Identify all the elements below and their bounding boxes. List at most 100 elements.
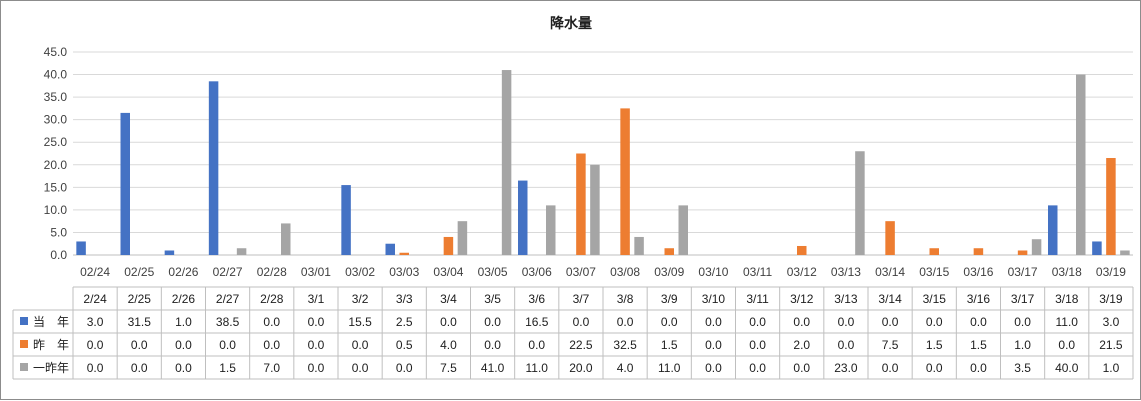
x-tick-label: 02/28 (257, 265, 287, 279)
table-header-cell: 3/6 (528, 292, 545, 306)
table-value-cell: 0.0 (705, 315, 722, 329)
table-value-cell: 0.0 (793, 361, 810, 375)
table-value-cell: 7.5 (440, 361, 457, 375)
table-value-cell: 0.0 (440, 315, 457, 329)
bar-series1 (1092, 241, 1102, 255)
table-value-cell: 0.0 (926, 315, 943, 329)
bar-series3 (236, 248, 247, 255)
table-value-cell: 1.5 (970, 338, 987, 352)
table-value-cell: 21.5 (1099, 338, 1123, 352)
bar-series2 (973, 248, 984, 255)
bar-series2 (1106, 158, 1116, 255)
table-header-cell: 3/12 (790, 292, 814, 306)
bar-series1 (208, 81, 219, 255)
table-header-cell: 3/4 (440, 292, 457, 306)
bar-series1 (1048, 205, 1058, 255)
table-value-cell: 0.0 (87, 361, 104, 375)
bar-series2 (443, 236, 454, 255)
table-header-cell: 3/16 (967, 292, 991, 306)
table-value-cell: 0.0 (308, 315, 325, 329)
table-value-cell: 0.0 (352, 338, 369, 352)
table-value-cell: 0.0 (484, 338, 501, 352)
table-value-cell: 3.0 (87, 315, 104, 329)
table-value-cell: 0.0 (705, 361, 722, 375)
table-value-cell: 11.0 (658, 361, 681, 375)
x-tick-label: 03/17 (1008, 265, 1038, 279)
bar-series2 (576, 153, 586, 255)
x-tick-label: 03/01 (301, 265, 331, 279)
bar-series2 (620, 108, 630, 255)
table-value-cell: 0.0 (705, 338, 722, 352)
y-tick-label: 0.0 (50, 248, 67, 262)
x-tick-label: 03/12 (787, 265, 817, 279)
y-tick-label: 10.0 (44, 203, 68, 217)
table-value-cell: 0.0 (352, 361, 369, 375)
table-header-cell: 3/9 (661, 292, 678, 306)
table-value-cell: 0.0 (263, 315, 280, 329)
table-header-cell: 3/3 (396, 292, 413, 306)
table-value-cell: 0.5 (396, 338, 413, 352)
x-tick-label: 03/11 (743, 265, 772, 279)
table-value-cell: 0.0 (749, 338, 766, 352)
table-header-cell: 2/24 (83, 292, 107, 306)
x-tick-label: 03/14 (875, 265, 905, 279)
table-header-cell: 3/1 (308, 292, 325, 306)
bar-series1 (518, 180, 528, 255)
table-value-cell: 0.0 (131, 361, 148, 375)
x-tick-label: 03/16 (963, 265, 993, 279)
y-tick-label: 45.0 (44, 45, 68, 59)
table-value-cell: 0.0 (484, 315, 501, 329)
table-value-cell: 0.0 (749, 315, 766, 329)
bar-series1 (385, 243, 395, 255)
table-header-cell: 2/25 (128, 292, 152, 306)
table-value-cell: 20.0 (569, 361, 593, 375)
y-tick-label: 30.0 (44, 113, 68, 127)
table-value-cell: 0.0 (838, 338, 855, 352)
bar-series1 (76, 241, 86, 255)
table-value-cell: 0.0 (970, 315, 987, 329)
table-value-cell: 31.5 (128, 315, 152, 329)
table-value-cell: 3.5 (1014, 361, 1031, 375)
legend-swatch (20, 317, 28, 325)
table-value-cell: 32.5 (613, 338, 637, 352)
table-value-cell: 0.0 (1058, 338, 1075, 352)
x-tick-label: 03/05 (478, 265, 508, 279)
table-header-cell: 3/17 (1011, 292, 1035, 306)
table-value-cell: 1.0 (1014, 338, 1031, 352)
bar-series2 (929, 248, 939, 255)
bar-series3 (678, 205, 688, 255)
x-tick-label: 02/26 (168, 265, 198, 279)
table-value-cell: 3.0 (1103, 315, 1120, 329)
x-tick-label: 02/27 (213, 265, 243, 279)
table-header-cell: 3/13 (834, 292, 858, 306)
bar-series3 (457, 221, 468, 255)
legend-label: 昨 年 (33, 338, 69, 352)
x-tick-label: 03/13 (831, 265, 861, 279)
table-value-cell: 2.5 (396, 315, 413, 329)
table-value-cell: 15.5 (348, 315, 372, 329)
bar-series3 (590, 164, 600, 255)
bar-series3 (281, 223, 291, 255)
x-tick-label: 03/02 (345, 265, 375, 279)
bar-series2 (399, 252, 409, 255)
table-value-cell: 0.0 (838, 315, 855, 329)
table-value-cell: 0.0 (573, 315, 590, 329)
table-value-cell: 4.0 (440, 338, 457, 352)
table-header-cell: 3/11 (746, 292, 769, 306)
table-value-cell: 1.5 (661, 338, 678, 352)
y-tick-label: 25.0 (44, 135, 68, 149)
table-value-cell: 1.5 (219, 361, 236, 375)
table-value-cell: 38.5 (216, 315, 240, 329)
bar-series3 (501, 70, 512, 256)
table-value-cell: 11.0 (1056, 315, 1079, 329)
table-header-cell: 2/28 (260, 292, 284, 306)
legend-swatch (20, 363, 28, 371)
table-header-cell: 3/2 (352, 292, 369, 306)
bar-series3 (546, 205, 556, 255)
y-tick-label: 20.0 (44, 158, 68, 172)
x-tick-label: 03/08 (610, 265, 640, 279)
x-tick-label: 03/04 (433, 265, 463, 279)
bar-series3 (1120, 250, 1130, 255)
table-value-cell: 0.0 (308, 338, 325, 352)
table-value-cell: 16.5 (525, 315, 549, 329)
